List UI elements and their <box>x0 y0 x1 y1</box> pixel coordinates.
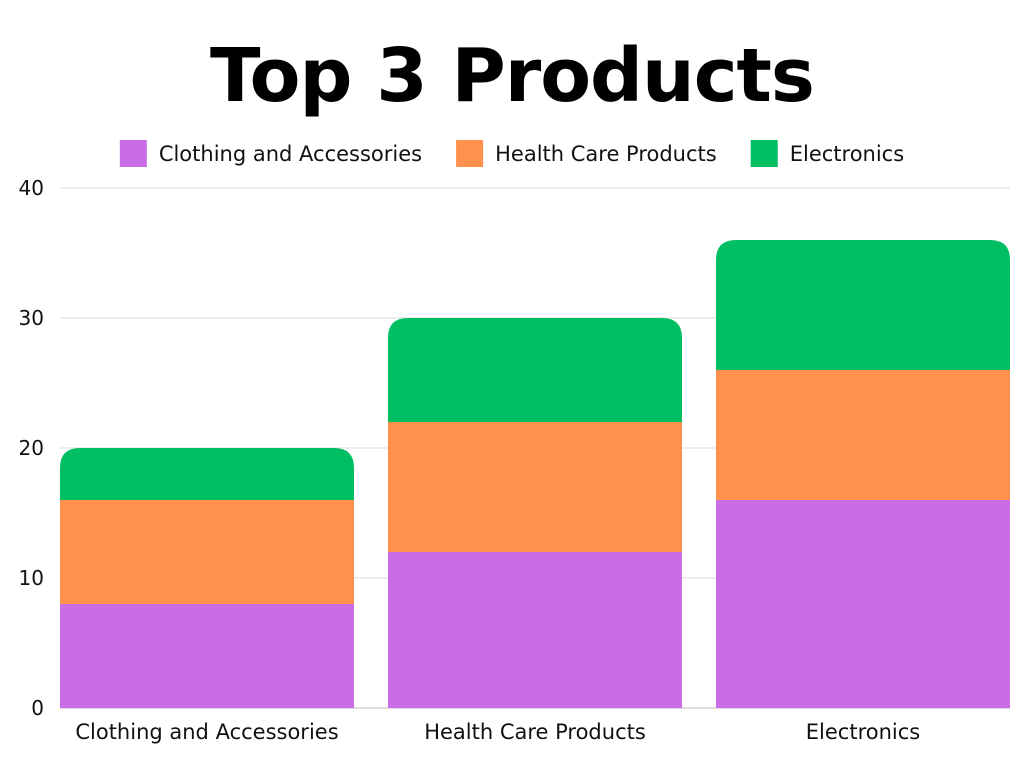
bar-segment <box>60 448 354 500</box>
legend-item: Clothing and Accessories <box>119 140 422 167</box>
chart-title: Top 3 Products <box>210 33 815 119</box>
bar-segment <box>388 318 682 422</box>
legend-label: Clothing and Accessories <box>159 142 422 166</box>
x-category-label: Electronics <box>806 720 920 744</box>
legend-label: Electronics <box>790 142 904 166</box>
bar-segment <box>60 604 354 708</box>
bar-segment <box>716 370 1010 500</box>
x-category-label: Clothing and Accessories <box>75 720 338 744</box>
legend: Clothing and Accessories Health Care Prod… <box>119 140 904 167</box>
bar-segment <box>716 500 1010 708</box>
legend-label: Health Care Products <box>495 142 717 166</box>
bar-segment <box>388 422 682 552</box>
bar-segment <box>388 552 682 708</box>
bar-segment <box>716 240 1010 370</box>
legend-swatch <box>750 140 778 167</box>
legend-swatch <box>456 140 484 167</box>
y-tick-label: 0 <box>31 696 44 720</box>
x-axis-labels: Clothing and Accessories Health Care Prod… <box>75 720 920 744</box>
legend-swatch <box>119 140 147 167</box>
y-tick-label: 10 <box>19 566 44 590</box>
bars <box>60 240 1010 708</box>
y-tick-label: 40 <box>19 176 44 200</box>
y-tick-label: 20 <box>19 436 44 460</box>
y-tick-label: 30 <box>19 306 44 330</box>
legend-item: Health Care Products <box>456 140 717 167</box>
legend-item: Electronics <box>750 140 904 167</box>
y-axis-ticks: 0 10 20 30 40 <box>19 176 44 720</box>
bar-segment <box>60 500 354 604</box>
x-category-label: Health Care Products <box>424 720 646 744</box>
